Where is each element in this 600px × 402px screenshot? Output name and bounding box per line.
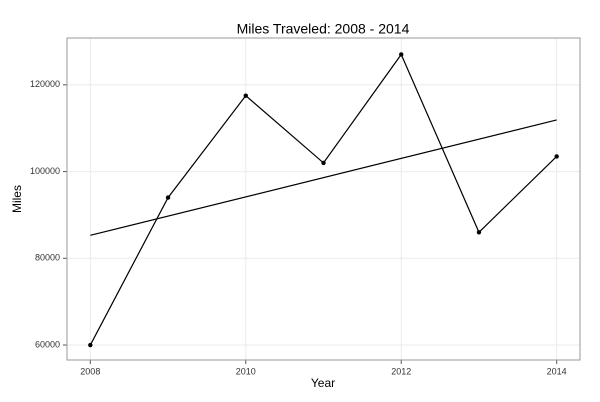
point: [554, 154, 559, 159]
x-tick-label: 2008: [80, 366, 100, 376]
x-tick-label: 2010: [236, 366, 256, 376]
y-axis-label: Miles: [10, 185, 24, 213]
x-tick-label: 2012: [391, 366, 411, 376]
y-tick-label: 60000: [35, 339, 60, 349]
point: [476, 230, 482, 235]
trend-line: [90, 119, 557, 236]
panel-border: [66, 37, 581, 361]
panel: [67, 38, 580, 360]
point: [243, 93, 248, 98]
point: [321, 160, 326, 166]
y-tick-label: 80000: [35, 253, 60, 263]
x-tick-label: 2014: [547, 366, 567, 376]
chart-title: Miles Traveled: 2008 - 2014: [237, 21, 410, 37]
y-tick-label: 120000: [30, 79, 60, 89]
point: [165, 195, 171, 200]
point: [399, 52, 404, 57]
x-axis-label: Year: [311, 376, 335, 390]
point: [88, 342, 93, 348]
y-tick-label: 100000: [30, 166, 60, 176]
